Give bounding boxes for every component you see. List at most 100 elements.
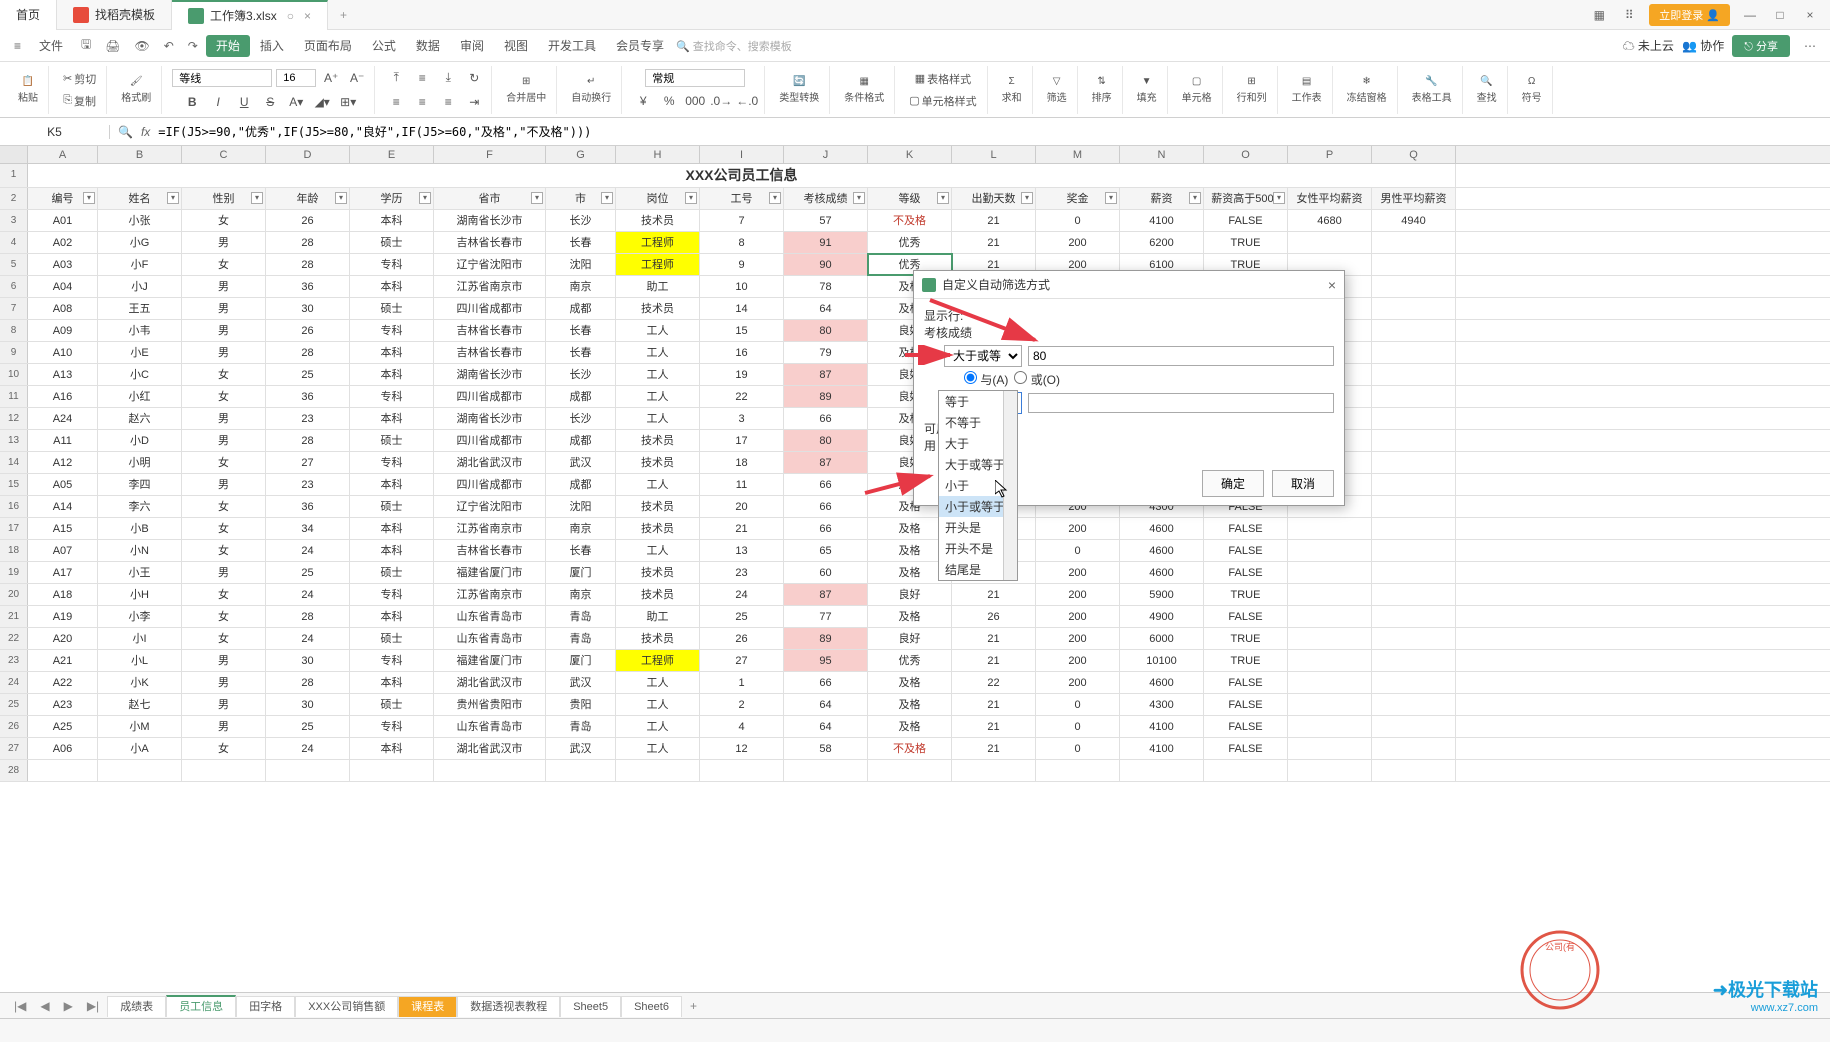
cell[interactable]: 30 — [266, 650, 350, 671]
cell[interactable]: A22 — [28, 672, 98, 693]
cell[interactable] — [952, 760, 1036, 781]
cloud-status[interactable]: ☁ 未上云 — [1623, 37, 1674, 54]
cell[interactable]: 湖北省武汉市 — [434, 452, 546, 473]
cell[interactable]: TRUE — [1204, 650, 1288, 671]
cell[interactable]: 2 — [700, 694, 784, 715]
cell[interactable] — [1372, 474, 1456, 495]
cell[interactable]: 小明 — [98, 452, 182, 473]
cell[interactable]: 小红 — [98, 386, 182, 407]
cell[interactable]: 0 — [1036, 210, 1120, 231]
cell[interactable] — [1288, 540, 1372, 561]
cell[interactable]: 30 — [266, 694, 350, 715]
cell[interactable]: FALSE — [1204, 210, 1288, 231]
cell[interactable]: 18 — [700, 452, 784, 473]
cell[interactable]: 专科 — [350, 254, 434, 275]
more-icon[interactable]: ⋯ — [1798, 35, 1822, 57]
cell[interactable]: A13 — [28, 364, 98, 385]
cell[interactable]: 青岛 — [546, 716, 616, 737]
cell[interactable]: 34 — [266, 518, 350, 539]
filter-arrow-icon[interactable]: ▾ — [769, 192, 781, 204]
cell[interactable]: 专科 — [350, 386, 434, 407]
filter-arrow-icon[interactable]: ▾ — [419, 192, 431, 204]
cell[interactable]: 6000 — [1120, 628, 1204, 649]
cell[interactable]: 成都 — [546, 298, 616, 319]
cell[interactable]: 本科 — [350, 408, 434, 429]
cell[interactable]: 南京 — [546, 276, 616, 297]
cell[interactable]: A05 — [28, 474, 98, 495]
cell[interactable] — [616, 760, 700, 781]
cell[interactable]: A20 — [28, 628, 98, 649]
cell[interactable]: 80 — [784, 430, 868, 451]
cell[interactable]: 出勤天数▾ — [952, 188, 1036, 209]
cell[interactable]: 64 — [784, 298, 868, 319]
and-radio[interactable]: 与(A) — [964, 371, 1008, 388]
cell[interactable]: A16 — [28, 386, 98, 407]
ok-button[interactable]: 确定 — [1202, 470, 1264, 497]
cell[interactable]: A01 — [28, 210, 98, 231]
cell[interactable]: 21 — [952, 694, 1036, 715]
cell[interactable]: 4600 — [1120, 518, 1204, 539]
cell[interactable]: 21 — [700, 518, 784, 539]
col-head-H[interactable]: H — [616, 146, 700, 163]
cell[interactable]: 21 — [952, 584, 1036, 605]
col-head-O[interactable]: O — [1204, 146, 1288, 163]
cell[interactable]: 90 — [784, 254, 868, 275]
cell[interactable]: 工人 — [616, 694, 700, 715]
cell[interactable]: 硕士 — [350, 562, 434, 583]
table-tool-button[interactable]: 🔧表格工具 — [1408, 76, 1456, 104]
cell[interactable]: 江苏省南京市 — [434, 276, 546, 297]
cell[interactable] — [1372, 320, 1456, 341]
cell[interactable]: 四川省成都市 — [434, 298, 546, 319]
cell[interactable]: 15 — [700, 320, 784, 341]
cell[interactable] — [1372, 628, 1456, 649]
cell[interactable]: FALSE — [1204, 694, 1288, 715]
cell[interactable]: 0 — [1036, 694, 1120, 715]
cell[interactable]: 赵七 — [98, 694, 182, 715]
align-bottom-icon[interactable]: ⤓ — [437, 68, 459, 88]
cell[interactable]: 21 — [952, 628, 1036, 649]
cell[interactable]: 女 — [182, 452, 266, 473]
percent-icon[interactable]: % — [658, 91, 680, 111]
menu-插入[interactable]: 插入 — [250, 35, 294, 57]
cell[interactable]: 长春 — [546, 232, 616, 253]
value1-input[interactable] — [1028, 346, 1334, 366]
cell[interactable]: 辽宁省沈阳市 — [434, 254, 546, 275]
cell[interactable]: FALSE — [1204, 606, 1288, 627]
cell[interactable]: 200 — [1036, 672, 1120, 693]
cell[interactable]: 及格 — [868, 672, 952, 693]
cell[interactable] — [1288, 232, 1372, 253]
currency-icon[interactable]: ¥ — [632, 91, 654, 111]
cell[interactable]: 湖南省长沙市 — [434, 210, 546, 231]
cell[interactable]: 本科 — [350, 474, 434, 495]
fill-button[interactable]: ▼填充 — [1133, 76, 1161, 104]
cell[interactable]: 性别▾ — [182, 188, 266, 209]
cell[interactable]: 12 — [700, 738, 784, 759]
cell[interactable]: 64 — [784, 694, 868, 715]
cell[interactable]: 吉林省长春市 — [434, 320, 546, 341]
freeze-button[interactable]: ❄冻结窗格 — [1343, 76, 1391, 104]
cell[interactable]: 4600 — [1120, 672, 1204, 693]
cell[interactable]: 女 — [182, 364, 266, 385]
cell[interactable]: 小N — [98, 540, 182, 561]
cell[interactable] — [1288, 760, 1372, 781]
cell[interactable]: 79 — [784, 342, 868, 363]
cell[interactable]: 年龄▾ — [266, 188, 350, 209]
cell[interactable]: TRUE — [1204, 232, 1288, 253]
cell[interactable]: 武汉 — [546, 452, 616, 473]
cell[interactable]: 男 — [182, 430, 266, 451]
align-right-icon[interactable]: ≡ — [437, 92, 459, 112]
cell[interactable]: 3 — [700, 408, 784, 429]
cell[interactable]: 硕士 — [350, 694, 434, 715]
cell[interactable] — [700, 760, 784, 781]
cell[interactable]: 及格 — [868, 606, 952, 627]
cell[interactable]: 小C — [98, 364, 182, 385]
cell[interactable]: 21 — [952, 210, 1036, 231]
filter-arrow-icon[interactable]: ▾ — [1273, 192, 1285, 204]
cell[interactable]: 吉林省长春市 — [434, 342, 546, 363]
cell[interactable]: 湖北省武汉市 — [434, 672, 546, 693]
cell[interactable]: 李四 — [98, 474, 182, 495]
cell[interactable]: A02 — [28, 232, 98, 253]
cell[interactable]: 厦门 — [546, 650, 616, 671]
symbol-button[interactable]: Ω符号 — [1518, 76, 1546, 104]
cell[interactable]: A04 — [28, 276, 98, 297]
